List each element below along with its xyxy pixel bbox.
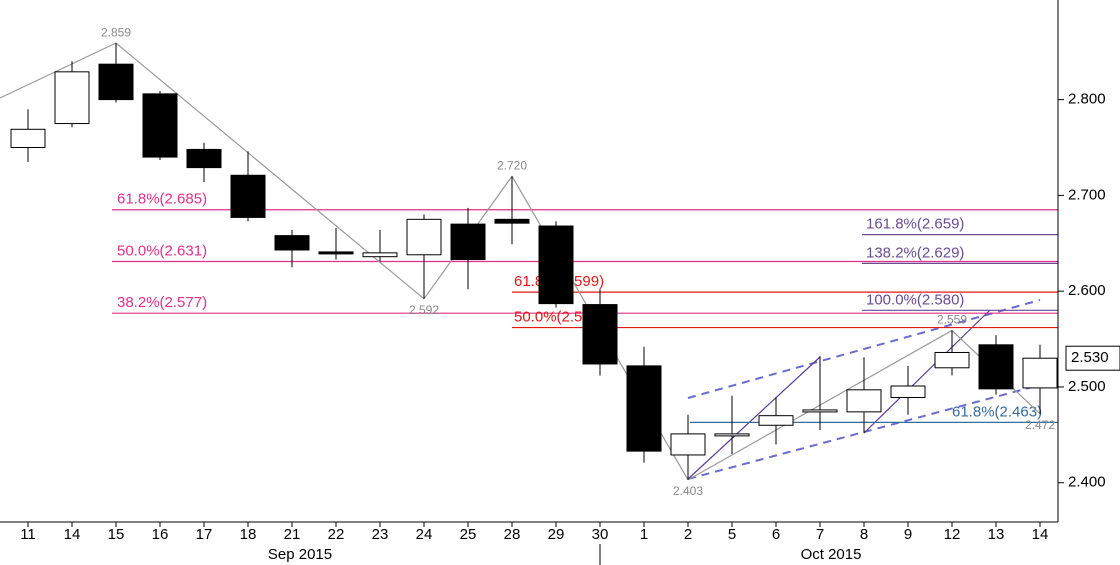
x-tick-label: 15 [108,526,125,543]
fib-label: 50.0%(2.562) [514,309,604,326]
candle-body [186,148,222,169]
fib-label: 61.8%(2.463) [952,403,1042,420]
channel-upper [687,299,1041,399]
month-label: Sep 2015 [268,546,332,563]
candle-body [626,365,662,452]
candle-body [582,304,618,365]
last-price-label: 2.530 [1071,349,1109,366]
candle-body [98,63,134,101]
fib-label: 100.0%(2.580) [866,291,964,308]
x-tick-label: 11 [20,526,36,543]
y-tick-label: 2.600 [1068,282,1106,299]
x-tick-label: 13 [988,526,1005,543]
y-tick-label: 2.700 [1068,186,1106,203]
x-tick-label: 29 [548,526,565,543]
fib-label: 161.8%(2.659) [866,216,964,233]
candle-body [54,71,90,125]
candle-body [714,433,750,437]
candle-body [934,351,970,369]
candle-body [10,128,46,149]
candle-body [230,174,266,218]
fib-label: 61.8%(2.685) [117,191,207,208]
x-tick-label: 6 [772,526,780,543]
pivot-label: 2.859 [101,25,131,39]
month-label: Oct 2015 [801,546,862,563]
candle-body [318,251,354,255]
pivot-label: 2.403 [673,484,703,498]
projection-line [687,356,821,480]
candle-body [494,218,530,224]
x-tick-label: 24 [416,526,433,543]
candle-body [274,235,310,251]
projection-line [863,309,991,434]
x-tick-label: 22 [328,526,345,543]
y-tick-label: 2.800 [1068,91,1106,108]
pivot-label: 2.592 [409,303,439,317]
x-tick-label: 7 [816,526,824,543]
x-tick-label: 8 [860,526,868,543]
x-tick-label: 17 [196,526,213,543]
fib-label: 38.2%(2.577) [117,294,207,311]
candle-body [142,93,178,158]
candle-body [890,385,926,398]
candle-body [450,223,486,261]
y-tick-label: 2.400 [1068,474,1106,491]
x-tick-label: 18 [240,526,257,543]
x-tick-label: 5 [728,526,736,543]
candle-body [362,252,398,258]
last-price-box [1065,345,1120,371]
pivot-label: 2.559 [937,313,967,327]
x-tick-label: 1 [640,526,648,543]
x-tick-label: 23 [372,526,389,543]
candle-body [846,389,882,413]
x-tick-label: 16 [152,526,169,543]
zigzag-segment [115,42,425,300]
x-tick-label: 28 [504,526,521,543]
x-tick-label: 9 [904,526,912,543]
pivot-label: 2.472 [1025,418,1055,432]
pivot-label: 2.720 [497,158,527,172]
candle-body [978,344,1014,390]
fib-label: 138.2%(2.629) [866,244,964,261]
x-tick-label: 25 [460,526,477,543]
x-tick-label: 30 [592,526,609,543]
x-tick-label: 21 [284,526,301,543]
x-tick-label: 12 [944,526,961,543]
candle-body [758,415,794,426]
zigzag-lead [0,42,117,99]
y-tick-label: 2.500 [1068,378,1106,395]
x-tick-label: 14 [64,526,81,543]
candle-body [406,218,442,256]
candle-body [802,409,838,413]
fib-label: 50.0%(2.631) [117,242,207,259]
x-tick-label: 2 [684,526,692,543]
x-tick-label: 14 [1032,526,1049,543]
candle-body [1022,357,1058,389]
candle-body [538,225,574,305]
candle-body [670,433,706,456]
